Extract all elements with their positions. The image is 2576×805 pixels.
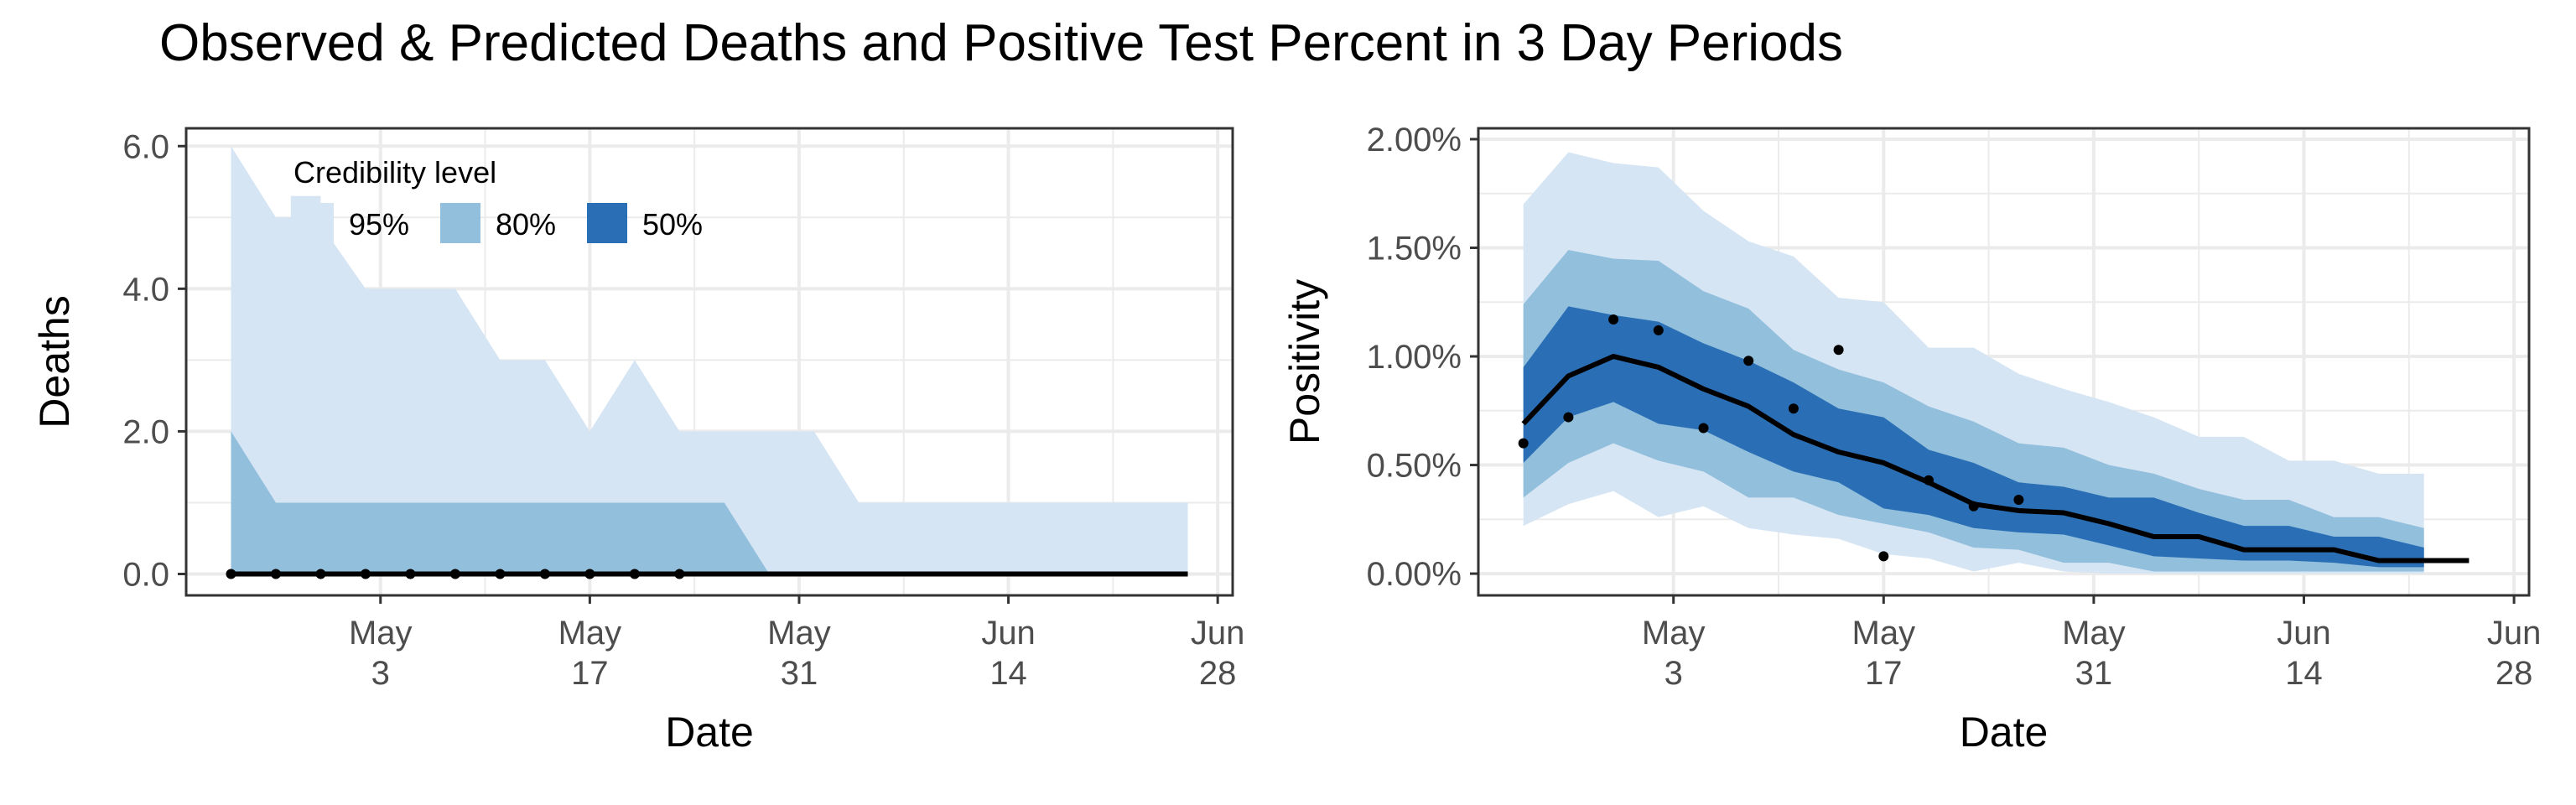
legend-swatch: [440, 203, 480, 243]
legend-title: Credibility level: [293, 155, 496, 190]
x-tick-label-month: May: [558, 615, 622, 652]
observed-point: [1788, 403, 1799, 414]
observed-point: [1878, 551, 1889, 562]
y-tick-label: 4.0: [122, 271, 169, 308]
x-tick-label-month: May: [2062, 615, 2126, 652]
x-tick-label-day: 3: [371, 655, 390, 692]
observed-point: [315, 569, 326, 579]
legend-label: 50%: [642, 207, 703, 242]
observed-point: [1968, 501, 1979, 512]
x-tick-label-day: 31: [2075, 655, 2113, 692]
band-95: [231, 146, 1188, 574]
panel-border: [1477, 127, 2531, 597]
observed-point: [270, 569, 281, 579]
observed-point: [226, 569, 236, 579]
x-tick-label-month: May: [1852, 615, 1916, 652]
observed-point: [1563, 412, 1574, 423]
observed-point: [1743, 356, 1754, 366]
y-axis-title: Positivity: [1281, 279, 1328, 444]
band-80: [1523, 250, 2424, 572]
y-tick-label: 2.00%: [1367, 122, 1462, 158]
observed-point: [1698, 423, 1709, 434]
observed-point: [539, 569, 550, 579]
x-tick-label-month: Jun: [1191, 615, 1245, 652]
observed-point: [405, 569, 416, 579]
observed-point: [2013, 495, 2024, 506]
y-axis-title: Deaths: [31, 295, 78, 428]
x-tick-label-month: Jun: [2487, 615, 2542, 652]
y-tick-label: 1.00%: [1367, 339, 1462, 376]
legend-label: 80%: [496, 207, 556, 242]
legend-label: 95%: [349, 207, 409, 242]
x-tick-label-month: May: [767, 615, 831, 652]
x-axis-title: Date: [1960, 709, 2049, 756]
band-50: [1523, 306, 2424, 568]
observed-point: [360, 569, 371, 579]
x-tick-label-month: May: [349, 615, 413, 652]
y-tick-label: 0.00%: [1367, 556, 1462, 593]
observed-point: [449, 569, 460, 579]
x-tick-label-day: 17: [571, 655, 609, 692]
observed-point: [1833, 345, 1844, 356]
observed-point: [584, 569, 595, 579]
legend-swatch: [293, 203, 334, 243]
deaths-panel: 0.02.04.06.0May3May17May31Jun14Jun28Date…: [31, 127, 1245, 756]
y-tick-label: 6.0: [122, 128, 169, 165]
x-tick-label-day: 14: [989, 655, 1027, 692]
observed-point: [629, 569, 640, 579]
x-tick-label-day: 31: [781, 655, 818, 692]
x-tick-label-day: 17: [1865, 655, 1903, 692]
band-80: [231, 431, 770, 574]
observed-point: [495, 569, 506, 579]
observed-point: [1924, 475, 1934, 486]
panel-border: [184, 127, 1234, 597]
legend-swatch: [587, 203, 627, 243]
observed-point: [1608, 314, 1619, 325]
y-tick-label: 1.50%: [1367, 230, 1462, 267]
figure-title: Observed & Predicted Deaths and Positive…: [159, 14, 1844, 72]
x-tick-label-month: Jun: [2277, 615, 2331, 652]
observed-point: [674, 569, 685, 579]
x-tick-label-day: 28: [1199, 655, 1237, 692]
x-axis-title: Date: [665, 709, 754, 756]
observed-point: [1518, 438, 1529, 449]
predicted-line: [1521, 354, 2470, 564]
x-tick-label-day: 28: [2496, 655, 2533, 692]
x-tick-label-day: 3: [1665, 655, 1683, 692]
observed-point: [1653, 325, 1664, 335]
y-tick-label: 0.0: [122, 556, 169, 593]
credibility-legend: Credibility level 95% 80% 50%: [293, 155, 703, 243]
y-tick-label: 0.50%: [1367, 448, 1462, 485]
x-tick-label-month: Jun: [981, 615, 1036, 652]
x-tick-label-month: May: [1642, 615, 1706, 652]
x-tick-label-day: 14: [2285, 655, 2323, 692]
positivity-panel: 0.00%0.50%1.00%1.50%2.00%May3May17May31J…: [1281, 122, 2541, 756]
y-tick-label: 2.0: [122, 413, 169, 450]
